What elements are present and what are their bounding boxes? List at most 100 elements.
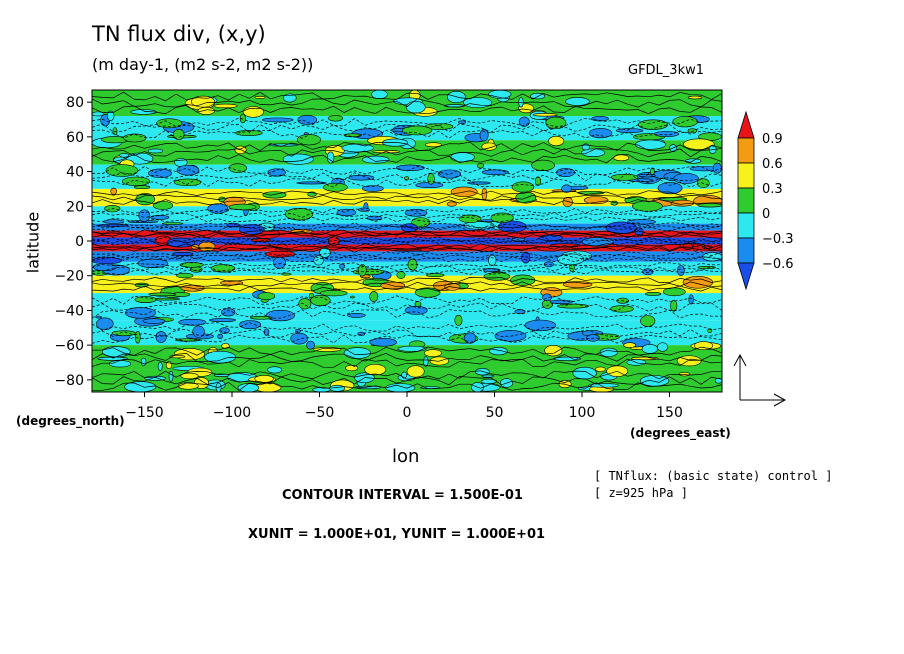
contour-line: [91, 190, 723, 197]
contour-patch: [595, 366, 606, 372]
contour-patch: [532, 113, 558, 117]
contour-patch: [427, 173, 435, 185]
contour-patch: [479, 128, 489, 142]
level-note: [ z=925 hPa ]: [594, 486, 688, 500]
contour-patch: [357, 264, 367, 277]
contour-line: [91, 253, 723, 260]
x-tick-label: 0: [403, 405, 412, 421]
contour-line: [91, 285, 723, 292]
contour-patch: [692, 242, 699, 252]
contour-line: [91, 194, 723, 201]
contour-patch: [313, 255, 324, 266]
contour-patch: [586, 334, 600, 342]
contour-line: [91, 281, 723, 288]
contour-patch: [401, 223, 418, 233]
contour-patch: [534, 176, 542, 186]
contour-patch: [306, 340, 315, 350]
colorbar-segment: [737, 212, 755, 239]
model-label: GFDL_3kw1: [628, 63, 705, 78]
contour-patch: [198, 241, 216, 252]
contour-patch: [176, 164, 200, 176]
x-axis-label: lon: [392, 446, 420, 467]
colorbar-label: 0.9: [762, 132, 783, 147]
contour-patch: [490, 212, 514, 223]
contour-patch: [644, 292, 662, 296]
contour-patch: [371, 89, 388, 100]
contour-line: [91, 153, 723, 164]
contour-patch: [366, 215, 383, 221]
contour-patch: [267, 366, 283, 374]
contour-patch: [673, 173, 699, 184]
contour-patch: [310, 294, 331, 307]
contour-patch: [345, 364, 359, 372]
contour-patch: [140, 357, 147, 367]
contour-patch: [282, 153, 314, 165]
contour-patch: [110, 187, 117, 195]
contour-patch: [156, 118, 183, 129]
contour-line: [91, 229, 723, 236]
contour-patch: [437, 169, 462, 179]
contour-patch: [264, 250, 296, 258]
contour-patch: [634, 139, 667, 150]
contour-patch: [581, 237, 614, 247]
contour-patch: [298, 298, 312, 310]
contour-patch: [119, 153, 130, 158]
contour-patch: [414, 301, 422, 307]
x-tick-label: −150: [125, 405, 163, 421]
contour-line: [91, 207, 723, 214]
contour-patch: [404, 305, 428, 315]
contour-line: [91, 353, 723, 362]
contour-line: [91, 147, 723, 158]
contour-patch: [354, 385, 381, 390]
contour-line: [91, 104, 723, 115]
contour-line: [91, 141, 723, 152]
colorbar-label: −0.3: [762, 232, 794, 247]
contour-patch: [548, 135, 565, 147]
contour-line: [91, 269, 723, 276]
colorbar-segment: [737, 137, 755, 164]
contour-patch: [239, 320, 262, 330]
contour-line: [91, 199, 722, 205]
contour-line: [91, 295, 723, 305]
contour-patch: [137, 258, 169, 269]
contour-patch: [221, 308, 236, 317]
contour-patch: [173, 178, 202, 187]
contour-line: [92, 251, 723, 257]
contour-patch: [511, 181, 535, 193]
contour-patch: [142, 318, 166, 324]
contour-patch: [319, 247, 331, 258]
contour-patch: [338, 263, 346, 269]
contour-patch: [103, 219, 125, 224]
contour-line: [91, 265, 723, 272]
contour-patch: [237, 383, 260, 393]
y-tick-label: 0: [75, 234, 84, 250]
contour-patch: [623, 342, 637, 348]
contour-line: [91, 243, 723, 250]
contour-patch: [364, 363, 387, 376]
contour-line: [91, 334, 723, 344]
contour-line: [91, 328, 723, 338]
x-tick-label: 50: [486, 405, 504, 421]
contour-patch: [481, 169, 509, 176]
contour-patch: [343, 347, 371, 359]
contour-patch: [192, 325, 205, 338]
contour-band: [92, 251, 722, 262]
colorbar-label: 0.3: [762, 182, 783, 197]
contour-patch: [347, 313, 366, 318]
contour-line: [92, 381, 723, 391]
contour-patch: [106, 110, 115, 122]
contour-patch: [254, 95, 266, 99]
contour-patch: [562, 196, 573, 207]
contour-patch: [228, 203, 257, 211]
contour-line: [91, 322, 723, 332]
y-tick-label: 60: [66, 130, 84, 146]
contour-patch: [108, 360, 132, 368]
contour-patch: [176, 272, 194, 279]
contour-patch: [148, 292, 176, 297]
y-tick-label: −40: [54, 303, 84, 319]
contour-patch: [147, 148, 164, 154]
y-tick-label: −20: [54, 269, 84, 285]
contour-band: [92, 237, 722, 245]
contour-patch: [662, 287, 686, 297]
contour-patch: [95, 315, 102, 319]
